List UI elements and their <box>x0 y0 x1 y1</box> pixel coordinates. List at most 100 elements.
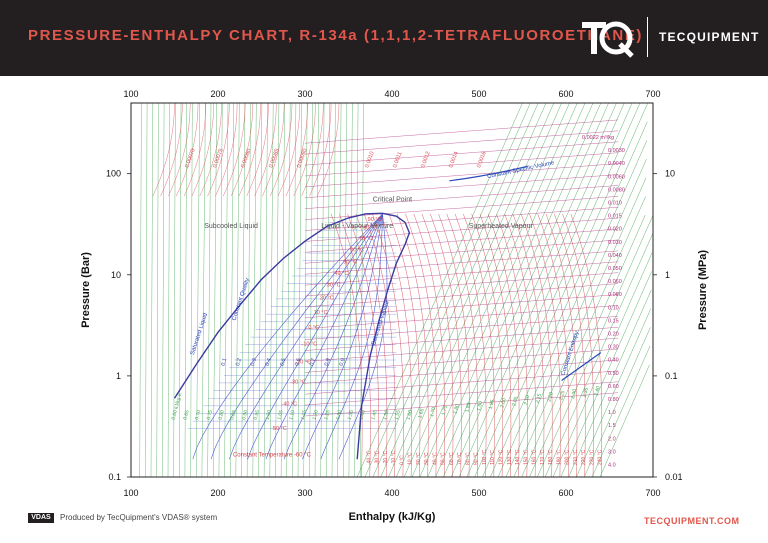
volume-line <box>175 102 199 197</box>
volume-line <box>160 103 183 197</box>
isotherm-label: 70 °C <box>457 452 463 465</box>
specific-volume-line <box>304 348 619 373</box>
isotherm-label: 0 °C <box>399 455 405 465</box>
entropy-line <box>411 102 578 478</box>
volume-line <box>183 103 207 197</box>
isotherm-label: 60 °C <box>449 452 455 465</box>
entropy-line <box>241 102 246 478</box>
specific-volume-line <box>304 381 619 406</box>
x-tick-label-bottom: 400 <box>384 488 399 498</box>
isotherm-line <box>570 213 603 478</box>
entropy-label: 1.10 <box>288 409 296 420</box>
volume-line <box>238 103 261 197</box>
entropy-line <box>466 102 633 478</box>
entropy-label: 1.70 <box>429 406 437 417</box>
volume-line <box>230 102 254 197</box>
isotherm-line <box>330 213 363 478</box>
isotherm-line <box>372 213 404 478</box>
isotherm-label: -10 °C <box>391 450 397 465</box>
entropy-line <box>150 102 154 478</box>
isotherm-label: 170 °C <box>540 449 546 465</box>
specific-volume-line <box>304 239 619 264</box>
saturation-curve <box>173 212 383 399</box>
y-tick-label-left: 100 <box>106 169 121 179</box>
isotherm-label: 90 °C <box>474 452 480 465</box>
dome-temperature-label: 70 °C <box>359 236 373 242</box>
volume-label: 4.0 <box>608 463 616 469</box>
entropy-label: 1.80 <box>453 403 461 414</box>
isotherm-label: 190 °C <box>556 449 562 465</box>
volume-label: 0.050 <box>608 266 622 272</box>
entropy-line <box>145 102 148 478</box>
entropy-line <box>309 102 314 478</box>
entropy-line <box>258 102 263 478</box>
volume-line <box>262 103 285 197</box>
entropy-line <box>443 102 609 478</box>
entropy-line <box>269 102 274 478</box>
x-tick-label-top: 200 <box>210 89 225 99</box>
isotherm-label: 210 °C <box>573 449 579 465</box>
volume-label: 0.0060 <box>608 174 625 180</box>
entropy-label: 1.25 <box>323 409 331 420</box>
footer-url[interactable]: TECQUIPMENT.COM <box>644 516 740 526</box>
specific-volume-line <box>304 250 619 275</box>
y-tick-label-left: 0.1 <box>108 472 121 482</box>
specific-volume-line <box>304 359 619 384</box>
isotherm-label: 10 °C <box>408 452 414 465</box>
dome-temperature-label: -30 °C <box>290 380 306 386</box>
volume-label: 0.015 <box>608 214 622 220</box>
volume-label: 0.0030 <box>608 148 625 154</box>
quality-label: 0.7 <box>309 358 317 367</box>
specific-volume-line <box>304 261 619 286</box>
entropy-label: 1.50 <box>382 409 390 420</box>
quality-line <box>283 213 384 460</box>
x-tick-label-top: 100 <box>123 89 138 99</box>
entropy-line <box>529 215 646 478</box>
entropy-line <box>599 364 650 478</box>
entropy-line <box>537 215 654 478</box>
entropy-line <box>212 102 217 478</box>
entropy-line <box>513 177 647 478</box>
quality-label: 0.1 <box>220 358 228 367</box>
quality-label: 0.8 <box>324 358 332 367</box>
specific-volume-line <box>304 119 619 144</box>
volume-line <box>309 102 332 197</box>
entropy-line <box>435 102 602 478</box>
entropy-line <box>167 102 170 478</box>
entropy-label: 1.65 <box>417 408 425 419</box>
specific-volume-line <box>304 316 619 340</box>
isotherm-line <box>520 213 553 478</box>
isotherm-label: 50 °C <box>441 452 447 465</box>
entropy-line <box>337 102 342 478</box>
quality-label: 0.4 <box>265 358 273 367</box>
specific-volume-line <box>304 174 619 199</box>
isotherm-line <box>347 213 379 478</box>
y-tick-label-right: 0.01 <box>665 472 683 482</box>
entropy-label: 2.30 <box>570 388 578 399</box>
entropy-line <box>246 102 251 478</box>
dome-temperature-label: -50 °C <box>271 426 287 432</box>
y-tick-label-right: 10 <box>665 169 675 179</box>
specific-volume-line <box>304 337 619 362</box>
volume-label: 0.80 <box>608 397 619 403</box>
entropy-line <box>235 102 240 478</box>
specific-volume-line <box>304 305 619 329</box>
volume-label: 3.0 <box>608 449 616 455</box>
dome-temperature-label: -40 °C <box>282 401 298 407</box>
entropy-line <box>356 102 523 478</box>
entropy-line <box>207 102 212 478</box>
entropy-line <box>314 102 319 478</box>
volume-line <box>301 102 324 197</box>
entropy-label: 2.25 <box>558 390 566 401</box>
isotherm-line <box>446 213 479 478</box>
volume-line <box>215 103 238 197</box>
entropy-line <box>292 102 297 478</box>
saturation-curve <box>356 212 411 460</box>
entropy-line <box>521 196 646 478</box>
volume-line <box>191 103 214 197</box>
dome-temperature-label: 90 °C <box>368 217 382 223</box>
entropy-line <box>196 102 200 478</box>
entropy-line <box>139 102 142 478</box>
quality-line <box>302 213 383 460</box>
